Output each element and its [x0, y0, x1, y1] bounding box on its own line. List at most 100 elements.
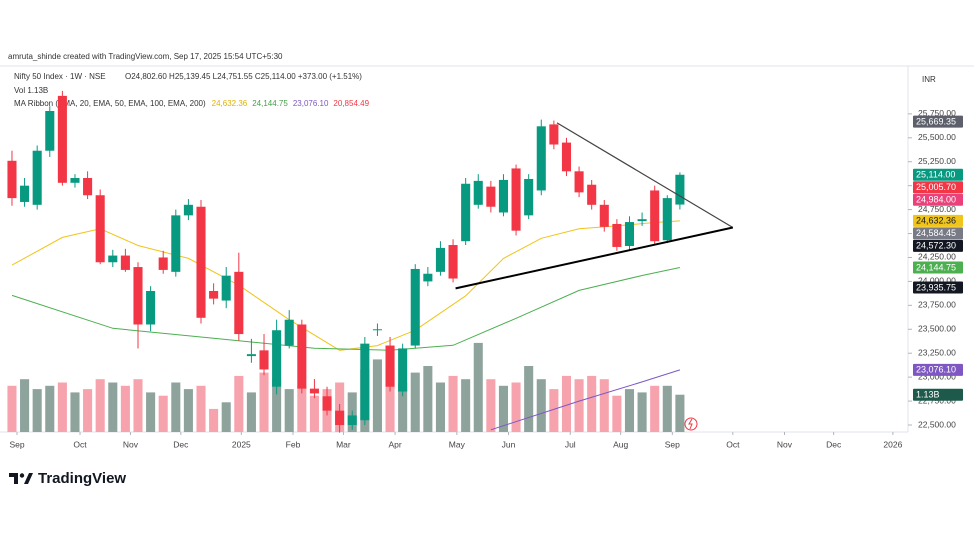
volume-bar [662, 385, 672, 432]
candle-body [70, 178, 80, 183]
price-label-bg [913, 193, 963, 206]
volume-bar [461, 379, 471, 432]
candle-body [561, 142, 572, 172]
x-tick-label: Sep [665, 439, 680, 449]
candle-body [398, 348, 408, 392]
volume-bar [398, 382, 408, 432]
x-tick-label: Nov [123, 439, 139, 449]
volume-bar [196, 385, 206, 432]
volume-bar [549, 389, 559, 432]
volume-bar [524, 366, 534, 432]
volume-bar [83, 389, 93, 432]
x-tick-label: Jul [565, 439, 576, 449]
volume-bar [574, 379, 584, 432]
logo-text: TradingView [38, 470, 126, 487]
volume-bar [410, 372, 420, 432]
volume-bar [45, 385, 55, 432]
volume-bar [297, 385, 307, 432]
candle-body [448, 245, 458, 279]
volume-bar [637, 392, 647, 432]
volume-bar [133, 379, 143, 432]
candle-body [45, 110, 55, 151]
x-tick-label: 2025 [232, 439, 251, 449]
volume-bar [246, 392, 256, 432]
candle-body [662, 198, 672, 241]
candle-body [624, 222, 635, 246]
candle-body [435, 247, 445, 272]
x-tick-label: Oct [73, 439, 87, 449]
candle-body [498, 179, 509, 213]
volume-legend: Vol 1.13B [14, 86, 48, 95]
candle-body [146, 290, 156, 325]
x-tick-label: Jun [502, 439, 516, 449]
x-tick-label: Feb [286, 439, 301, 449]
price-label: 23,076.10 [916, 365, 956, 375]
volume-bar [32, 389, 42, 432]
candle-body [284, 319, 294, 346]
x-tick-label: May [449, 439, 466, 449]
candle-body [536, 126, 546, 191]
volume-bar [146, 392, 156, 432]
candle-body [209, 290, 219, 299]
candle-body [246, 354, 256, 357]
volume-bar [272, 379, 282, 432]
volume-bar [486, 379, 496, 432]
volume-bar [624, 389, 635, 432]
ma-value: 20,854.49 [333, 99, 369, 108]
candle-body [385, 345, 395, 387]
ma-line [11, 267, 681, 351]
volume-bar [120, 385, 130, 432]
volume-bar [209, 408, 219, 432]
volume-bar [7, 385, 17, 432]
x-tick-label: Mar [336, 439, 351, 449]
ma-value: 24,632.36 [212, 99, 248, 108]
volume-bar [158, 395, 168, 432]
candle-body [574, 171, 584, 193]
price-label: 25,114.00 [916, 170, 955, 180]
ma-value: 24,144.75 [252, 99, 288, 108]
x-tick-label: Nov [777, 439, 793, 449]
candle-body [95, 195, 105, 263]
price-label-bg [913, 388, 963, 401]
price-label: 24,632.36 [916, 216, 956, 226]
ma-line [490, 369, 681, 431]
price-label: 24,984.00 [916, 195, 956, 205]
symbol: Nifty 50 Index · 1W · NSE [14, 72, 106, 81]
price-label: 23,935.75 [916, 282, 956, 292]
price-label: 1.13B [916, 390, 940, 400]
price-label: 24,572.30 [916, 241, 956, 251]
candle-body [587, 184, 597, 205]
credit: amruta_shinde created with TradingView.c… [8, 52, 283, 61]
y-tick-label: 24,250.00 [918, 252, 956, 262]
candle-body [57, 95, 67, 183]
candle-body [322, 396, 332, 411]
volume-bar [536, 379, 546, 432]
volume-bar [171, 382, 181, 432]
volume-bar [650, 385, 660, 432]
ohlc: O24,802.60 H25,139.45 L24,751.55 C25,114… [125, 72, 362, 81]
candle-body [108, 255, 118, 263]
x-tick-label: 2026 [883, 439, 902, 449]
x-tick-label: Oct [726, 439, 740, 449]
price-label-bg [913, 115, 963, 128]
candle-body [32, 150, 42, 205]
price-label-bg [913, 239, 963, 252]
y-tick-label: 24,000.00 [918, 276, 956, 286]
price-label: 25,005.70 [916, 182, 956, 192]
price-label-bg [913, 261, 963, 274]
candle-body [335, 410, 345, 426]
candle-body [461, 183, 471, 242]
candle-body [347, 415, 357, 426]
y-tick-label: 22,500.00 [918, 419, 956, 429]
candle-body [83, 178, 93, 196]
volume-bar [587, 375, 597, 432]
candle-body [309, 388, 319, 394]
volume-bar [599, 379, 609, 432]
candle-body [372, 329, 382, 331]
volume-bar [183, 389, 193, 432]
volume-bar [448, 375, 458, 432]
price-label-bg [913, 363, 963, 376]
candle-body [259, 350, 269, 370]
candle-body [20, 185, 30, 202]
